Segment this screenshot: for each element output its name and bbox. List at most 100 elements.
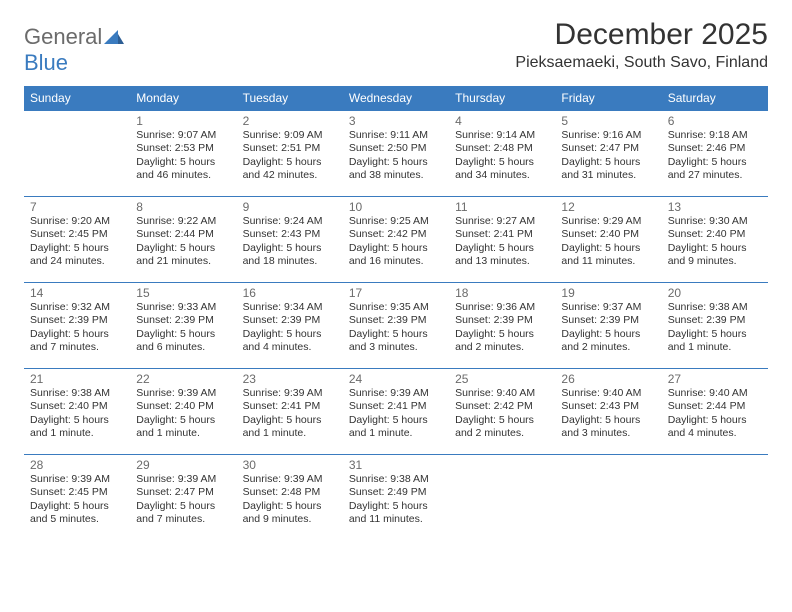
day-details: Sunrise: 9:39 AMSunset: 2:47 PMDaylight:…: [136, 473, 230, 527]
calendar-cell: 13Sunrise: 9:30 AMSunset: 2:40 PMDayligh…: [662, 197, 768, 283]
logo: General Blue: [24, 18, 124, 76]
day-details: Sunrise: 9:07 AMSunset: 2:53 PMDaylight:…: [136, 129, 230, 183]
day-number: 9: [243, 200, 337, 214]
day-details: Sunrise: 9:22 AMSunset: 2:44 PMDaylight:…: [136, 215, 230, 269]
day-details: Sunrise: 9:25 AMSunset: 2:42 PMDaylight:…: [349, 215, 443, 269]
weekday-header: Friday: [555, 86, 661, 111]
day-details: Sunrise: 9:38 AMSunset: 2:39 PMDaylight:…: [668, 301, 762, 355]
calendar-cell: 18Sunrise: 9:36 AMSunset: 2:39 PMDayligh…: [449, 283, 555, 369]
day-number: 4: [455, 114, 549, 128]
day-number: 14: [30, 286, 124, 300]
day-number: 28: [30, 458, 124, 472]
day-number: 2: [243, 114, 337, 128]
calendar-cell: 7Sunrise: 9:20 AMSunset: 2:45 PMDaylight…: [24, 197, 130, 283]
calendar-header-row: SundayMondayTuesdayWednesdayThursdayFrid…: [24, 86, 768, 111]
calendar-cell: 28Sunrise: 9:39 AMSunset: 2:45 PMDayligh…: [24, 455, 130, 541]
day-details: Sunrise: 9:37 AMSunset: 2:39 PMDaylight:…: [561, 301, 655, 355]
day-number: 27: [668, 372, 762, 386]
calendar-cell: 8Sunrise: 9:22 AMSunset: 2:44 PMDaylight…: [130, 197, 236, 283]
day-number: 29: [136, 458, 230, 472]
day-details: Sunrise: 9:11 AMSunset: 2:50 PMDaylight:…: [349, 129, 443, 183]
calendar-cell: 4Sunrise: 9:14 AMSunset: 2:48 PMDaylight…: [449, 111, 555, 197]
day-details: Sunrise: 9:33 AMSunset: 2:39 PMDaylight:…: [136, 301, 230, 355]
calendar-week-row: 28Sunrise: 9:39 AMSunset: 2:45 PMDayligh…: [24, 455, 768, 541]
day-number: 3: [349, 114, 443, 128]
day-number: 13: [668, 200, 762, 214]
day-number: 18: [455, 286, 549, 300]
day-details: Sunrise: 9:39 AMSunset: 2:41 PMDaylight:…: [349, 387, 443, 441]
calendar-cell: 6Sunrise: 9:18 AMSunset: 2:46 PMDaylight…: [662, 111, 768, 197]
day-number: 19: [561, 286, 655, 300]
calendar-cell: 17Sunrise: 9:35 AMSunset: 2:39 PMDayligh…: [343, 283, 449, 369]
calendar-body: 1Sunrise: 9:07 AMSunset: 2:53 PMDaylight…: [24, 111, 768, 541]
calendar-cell: 2Sunrise: 9:09 AMSunset: 2:51 PMDaylight…: [237, 111, 343, 197]
day-details: Sunrise: 9:09 AMSunset: 2:51 PMDaylight:…: [243, 129, 337, 183]
calendar-cell: 29Sunrise: 9:39 AMSunset: 2:47 PMDayligh…: [130, 455, 236, 541]
day-details: Sunrise: 9:38 AMSunset: 2:49 PMDaylight:…: [349, 473, 443, 527]
weekday-header: Sunday: [24, 86, 130, 111]
day-number: 7: [30, 200, 124, 214]
calendar-week-row: 14Sunrise: 9:32 AMSunset: 2:39 PMDayligh…: [24, 283, 768, 369]
day-details: Sunrise: 9:14 AMSunset: 2:48 PMDaylight:…: [455, 129, 549, 183]
day-details: Sunrise: 9:30 AMSunset: 2:40 PMDaylight:…: [668, 215, 762, 269]
day-details: Sunrise: 9:36 AMSunset: 2:39 PMDaylight:…: [455, 301, 549, 355]
day-details: Sunrise: 9:40 AMSunset: 2:43 PMDaylight:…: [561, 387, 655, 441]
calendar-cell: 30Sunrise: 9:39 AMSunset: 2:48 PMDayligh…: [237, 455, 343, 541]
calendar-cell: [449, 455, 555, 541]
day-details: Sunrise: 9:16 AMSunset: 2:47 PMDaylight:…: [561, 129, 655, 183]
calendar-cell: [662, 455, 768, 541]
day-number: 6: [668, 114, 762, 128]
logo-text: General Blue: [24, 24, 124, 76]
calendar-cell: 10Sunrise: 9:25 AMSunset: 2:42 PMDayligh…: [343, 197, 449, 283]
day-number: 12: [561, 200, 655, 214]
calendar-cell: 25Sunrise: 9:40 AMSunset: 2:42 PMDayligh…: [449, 369, 555, 455]
day-number: 26: [561, 372, 655, 386]
day-number: 15: [136, 286, 230, 300]
day-details: Sunrise: 9:39 AMSunset: 2:41 PMDaylight:…: [243, 387, 337, 441]
day-details: Sunrise: 9:35 AMSunset: 2:39 PMDaylight:…: [349, 301, 443, 355]
day-details: Sunrise: 9:32 AMSunset: 2:39 PMDaylight:…: [30, 301, 124, 355]
calendar-week-row: 1Sunrise: 9:07 AMSunset: 2:53 PMDaylight…: [24, 111, 768, 197]
day-details: Sunrise: 9:18 AMSunset: 2:46 PMDaylight:…: [668, 129, 762, 183]
calendar-cell: 21Sunrise: 9:38 AMSunset: 2:40 PMDayligh…: [24, 369, 130, 455]
day-number: 16: [243, 286, 337, 300]
day-details: Sunrise: 9:20 AMSunset: 2:45 PMDaylight:…: [30, 215, 124, 269]
weekday-header: Wednesday: [343, 86, 449, 111]
day-number: 31: [349, 458, 443, 472]
title-block: December 2025 Pieksaemaeki, South Savo, …: [515, 18, 768, 72]
calendar-cell: 20Sunrise: 9:38 AMSunset: 2:39 PMDayligh…: [662, 283, 768, 369]
calendar-cell: 23Sunrise: 9:39 AMSunset: 2:41 PMDayligh…: [237, 369, 343, 455]
logo-mark-icon: [104, 30, 124, 44]
day-number: 23: [243, 372, 337, 386]
calendar-cell: 27Sunrise: 9:40 AMSunset: 2:44 PMDayligh…: [662, 369, 768, 455]
calendar-cell: 26Sunrise: 9:40 AMSunset: 2:43 PMDayligh…: [555, 369, 661, 455]
day-details: Sunrise: 9:24 AMSunset: 2:43 PMDaylight:…: [243, 215, 337, 269]
day-details: Sunrise: 9:40 AMSunset: 2:42 PMDaylight:…: [455, 387, 549, 441]
day-number: 8: [136, 200, 230, 214]
day-details: Sunrise: 9:39 AMSunset: 2:48 PMDaylight:…: [243, 473, 337, 527]
day-details: Sunrise: 9:38 AMSunset: 2:40 PMDaylight:…: [30, 387, 124, 441]
calendar-cell: 19Sunrise: 9:37 AMSunset: 2:39 PMDayligh…: [555, 283, 661, 369]
header: General Blue December 2025 Pieksaemaeki,…: [24, 18, 768, 76]
day-details: Sunrise: 9:39 AMSunset: 2:45 PMDaylight:…: [30, 473, 124, 527]
day-number: 21: [30, 372, 124, 386]
day-number: 22: [136, 372, 230, 386]
day-number: 5: [561, 114, 655, 128]
day-details: Sunrise: 9:29 AMSunset: 2:40 PMDaylight:…: [561, 215, 655, 269]
weekday-header: Saturday: [662, 86, 768, 111]
calendar-table: SundayMondayTuesdayWednesdayThursdayFrid…: [24, 86, 768, 541]
logo-word-1: General: [24, 24, 102, 49]
calendar-cell: 3Sunrise: 9:11 AMSunset: 2:50 PMDaylight…: [343, 111, 449, 197]
location-subtitle: Pieksaemaeki, South Savo, Finland: [515, 54, 768, 72]
day-number: 11: [455, 200, 549, 214]
day-number: 10: [349, 200, 443, 214]
calendar-cell: [24, 111, 130, 197]
calendar-cell: 15Sunrise: 9:33 AMSunset: 2:39 PMDayligh…: [130, 283, 236, 369]
calendar-cell: 12Sunrise: 9:29 AMSunset: 2:40 PMDayligh…: [555, 197, 661, 283]
calendar-cell: 16Sunrise: 9:34 AMSunset: 2:39 PMDayligh…: [237, 283, 343, 369]
day-number: 30: [243, 458, 337, 472]
day-number: 17: [349, 286, 443, 300]
calendar-cell: 11Sunrise: 9:27 AMSunset: 2:41 PMDayligh…: [449, 197, 555, 283]
weekday-header: Tuesday: [237, 86, 343, 111]
calendar-cell: 14Sunrise: 9:32 AMSunset: 2:39 PMDayligh…: [24, 283, 130, 369]
